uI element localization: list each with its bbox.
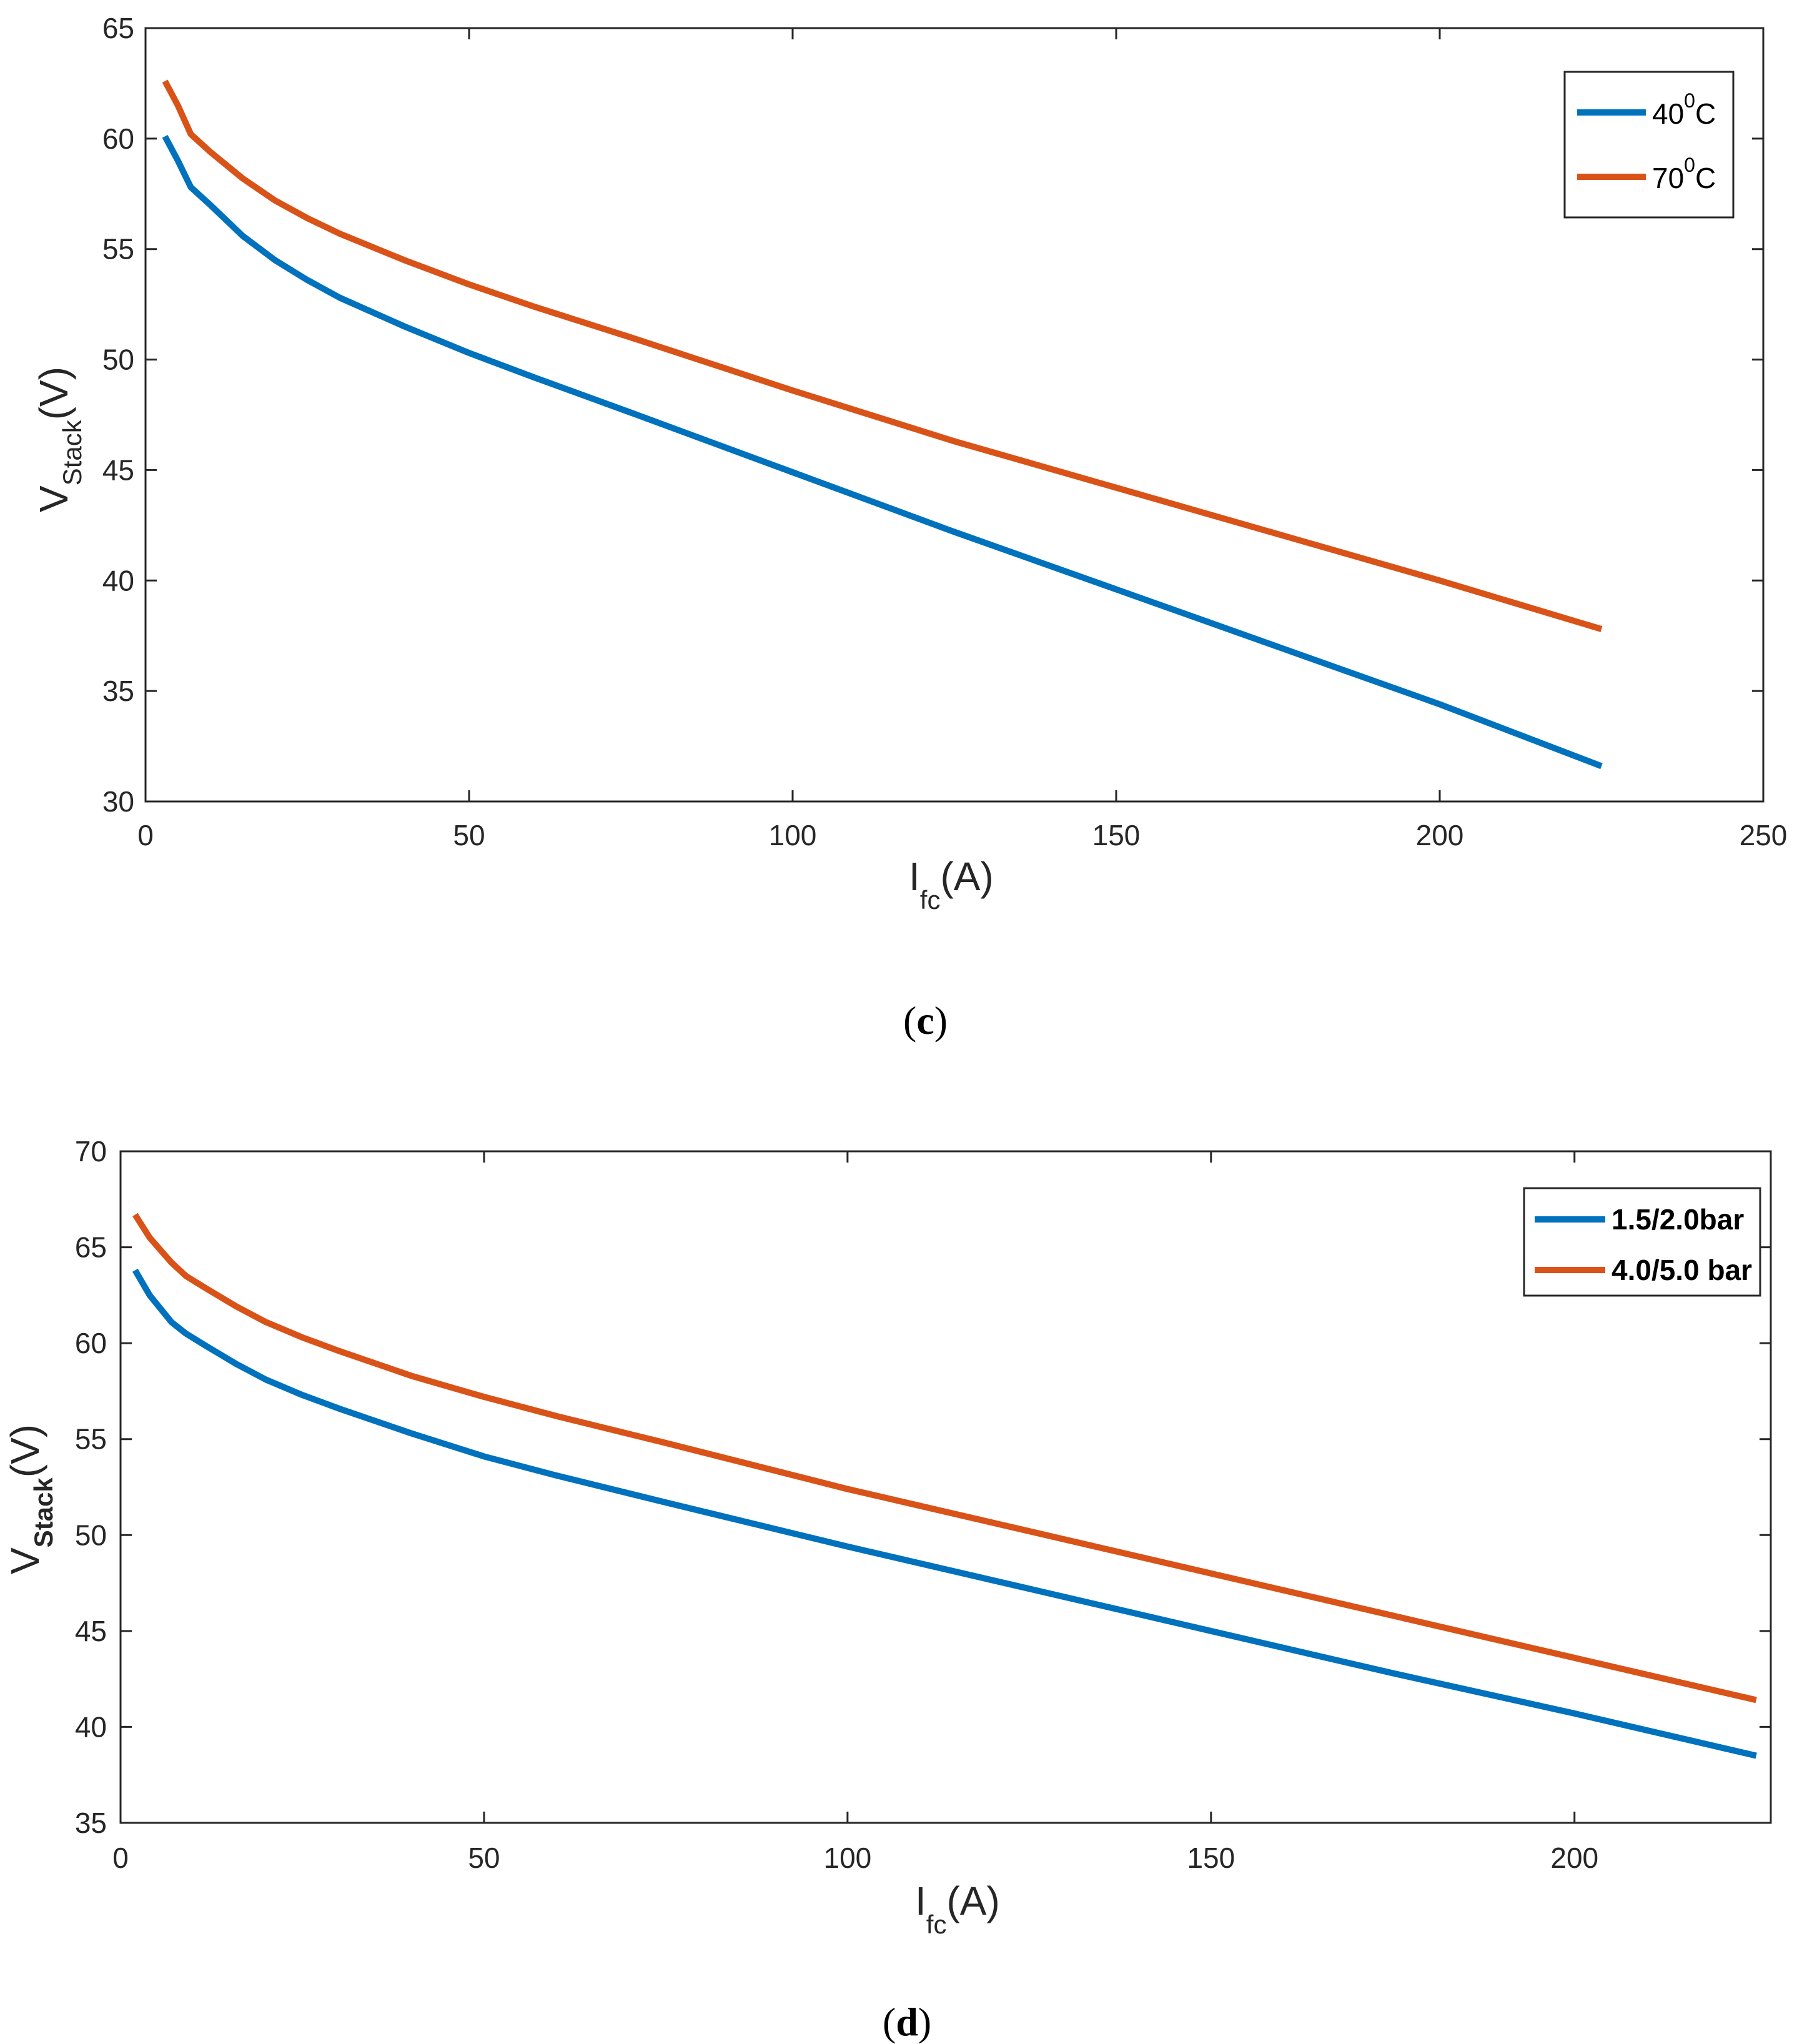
x-tick-labels-c: 0 50 100 150 200 250 (137, 819, 1787, 851)
x-tick-label-c-0: 0 (137, 819, 154, 851)
chart-d: 0 50 100 150 200 35 40 45 50 55 60 65 70 Ifc(A) VSt… (2, 1135, 1772, 2044)
y-tick-label-c-3: 45 (102, 454, 134, 486)
y-tick-label-c-5: 55 (102, 233, 134, 265)
legend-entry-d-1: 4.0/5.0 bar (1611, 1254, 1752, 1286)
y-tick-label-d-5: 60 (75, 1327, 107, 1359)
y-tick-labels-d: 35 40 45 50 55 60 65 70 (75, 1135, 107, 1839)
x-tick-label-c-4: 200 (1416, 819, 1464, 851)
x-tick-label-d-4: 200 (1550, 1842, 1598, 1874)
panel-label-c: (c) (903, 998, 948, 1043)
series-lines-d (132, 1213, 1757, 1759)
panel-label-d: (d) (883, 2000, 931, 2044)
y-tick-label-c-1: 35 (102, 675, 134, 707)
y-tick-label-c-7: 65 (102, 12, 134, 44)
y-tick-label-c-4: 50 (102, 344, 134, 376)
x-tick-label-d-3: 150 (1187, 1842, 1235, 1874)
plot-frame-c (144, 27, 1765, 803)
y-tick-label-c-0: 30 (102, 785, 134, 818)
series-line-c-0 (162, 134, 1603, 770)
y-tick-label-d-4: 55 (75, 1423, 107, 1456)
x-axis-label-d: Ifc(A) (915, 1878, 1000, 1939)
legend-box-d (1523, 1187, 1761, 1297)
tick-marks-c (144, 27, 1765, 803)
series-line-d-0 (132, 1268, 1757, 1759)
legend-d: 1.5/2.0bar 4.0/5.0 bar (1523, 1187, 1761, 1297)
y-tick-label-d-3: 50 (75, 1519, 107, 1551)
x-tick-labels-d: 0 50 100 150 200 (112, 1842, 1598, 1874)
legend-c: 400C 700C (1563, 71, 1735, 219)
series-line-c-1 (162, 79, 1603, 632)
y-tick-label-d-1: 40 (75, 1710, 107, 1743)
y-tick-label-d-2: 45 (75, 1615, 107, 1647)
x-tick-label-c-3: 150 (1092, 819, 1141, 851)
legend-entry-c-0: 400C (1652, 89, 1716, 130)
x-tick-label-d-2: 100 (824, 1842, 872, 1874)
x-tick-label-c-1: 50 (453, 819, 485, 851)
y-tick-label-c-6: 60 (102, 122, 134, 155)
x-tick-label-d-1: 50 (468, 1842, 500, 1874)
y-tick-labels-c: 30 35 40 45 50 55 60 65 (102, 12, 134, 818)
y-tick-label-d-6: 65 (75, 1231, 107, 1264)
series-line-d-1 (132, 1213, 1757, 1704)
x-tick-label-c-5: 250 (1740, 819, 1788, 851)
y-tick-label-d-0: 35 (75, 1807, 107, 1839)
legend-entry-c-1: 700C (1652, 154, 1716, 194)
x-tick-label-c-2: 100 (769, 819, 817, 851)
y-axis-label-d: VStack(V) (2, 1424, 58, 1574)
y-tick-label-d-7: 70 (75, 1135, 107, 1168)
x-axis-label-c: Ifc(A) (909, 854, 994, 915)
legend-entry-d-0: 1.5/2.0bar (1611, 1203, 1744, 1236)
y-tick-label-c-2: 40 (102, 564, 134, 597)
tick-marks-d (119, 1150, 1771, 1824)
plot-frame-d (119, 1150, 1772, 1824)
legend-box-c (1563, 71, 1735, 219)
x-tick-label-d-0: 0 (112, 1842, 129, 1874)
y-axis-label-c: VStack(V) (31, 367, 87, 512)
series-lines-c (162, 79, 1603, 770)
